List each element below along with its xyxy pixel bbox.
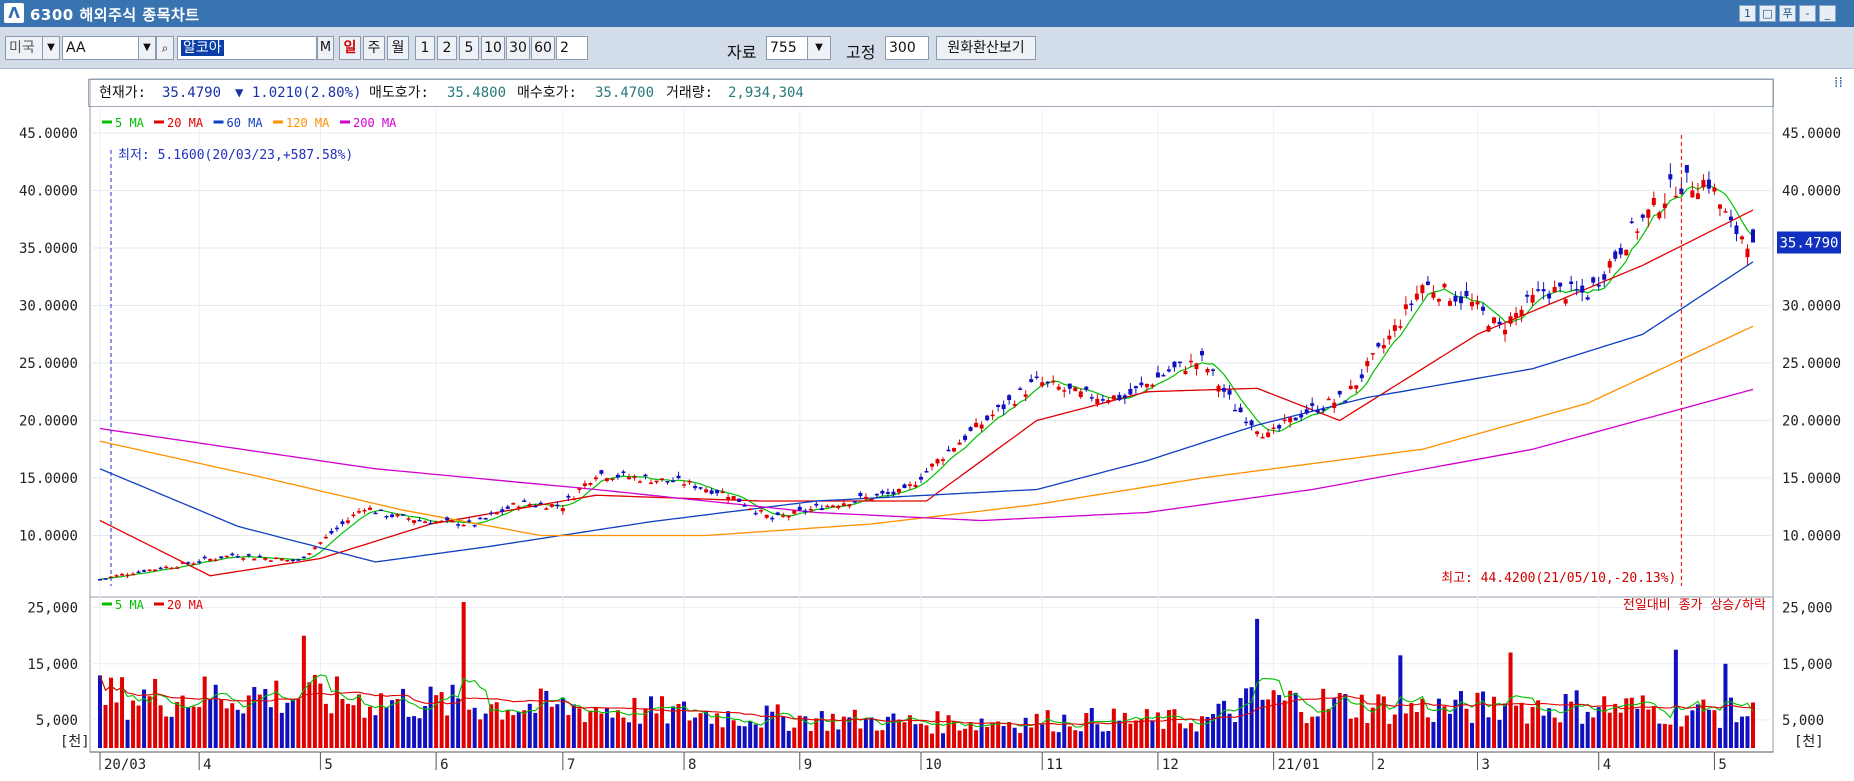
window-minimize-button[interactable]: _ — [1819, 5, 1836, 22]
market-select[interactable]: 미국 — [5, 36, 43, 60]
current-price: 35.4790 — [162, 85, 222, 101]
ticker-dropdown-icon[interactable]: ▼ — [138, 36, 156, 60]
period-week-button[interactable]: 주 — [363, 36, 385, 60]
price-label: 현재가: — [99, 85, 147, 101]
period-day-button[interactable]: 일 — [339, 36, 361, 60]
chart-area — [0, 69, 1854, 781]
volume-label: 거래량: — [666, 85, 714, 101]
window-restore-button[interactable]: □ — [1759, 5, 1776, 22]
search-icon[interactable]: ⌕ — [156, 36, 174, 60]
data-count-label: 자료 — [727, 43, 757, 62]
window-menu-button[interactable]: - — [1799, 5, 1816, 22]
period-5-button[interactable]: 5 — [459, 36, 479, 60]
bid-price: 35.4700 — [595, 85, 655, 101]
window-number-button[interactable]: 1 — [1739, 5, 1756, 22]
volume-value: 2,934,304 — [728, 85, 804, 101]
ask-price: 35.4800 — [447, 85, 507, 101]
ask-label: 매도호가: — [369, 85, 429, 101]
price-info-bar: 현재가: 35.4790 ▼ 1.0210(2.80%) 매도호가: 35.48… — [88, 79, 1774, 107]
stock-name-text: 알코아 — [181, 40, 224, 56]
period-1-button[interactable]: 1 — [415, 36, 435, 60]
data-count-input[interactable]: 755 — [766, 36, 808, 60]
stock-name-field: 알코아 — [177, 36, 317, 60]
window-pin-button[interactable]: 푸 — [1779, 5, 1796, 22]
period-2-button[interactable]: 2 — [437, 36, 457, 60]
bid-label: 매수호가: — [517, 85, 577, 101]
settings-grid-icon[interactable]: ⁞⁞ — [1834, 75, 1843, 91]
currency-convert-button[interactable]: 원화환산보기 — [936, 36, 1036, 60]
price-change: ▼ 1.0210(2.80%) — [235, 85, 362, 101]
period-30-button[interactable]: 30 — [506, 36, 530, 60]
toolbar: 미국 ▼ AA ▼ ⌕ 알코아 M 일 주 월 1 2 5 10 30 60 2… — [0, 27, 1854, 69]
window-title: 6300 해외주식 종목차트 — [30, 6, 200, 24]
app-logo-icon: Λ — [4, 3, 24, 23]
fixed-count-label: 고정 — [846, 43, 876, 62]
m-button[interactable]: M — [317, 36, 334, 60]
title-bar: Λ 6300 해외주식 종목차트 1 □ 푸 - _ — [0, 0, 1854, 27]
data-count-dropdown-icon[interactable]: ▼ — [807, 36, 831, 60]
period-month-button[interactable]: 월 — [387, 36, 409, 60]
period-value-input[interactable]: 2 — [556, 36, 588, 60]
fixed-count-input[interactable]: 300 — [885, 36, 929, 60]
period-60-button[interactable]: 60 — [531, 36, 555, 60]
market-dropdown-icon[interactable]: ▼ — [42, 36, 60, 60]
period-10-button[interactable]: 10 — [481, 36, 505, 60]
